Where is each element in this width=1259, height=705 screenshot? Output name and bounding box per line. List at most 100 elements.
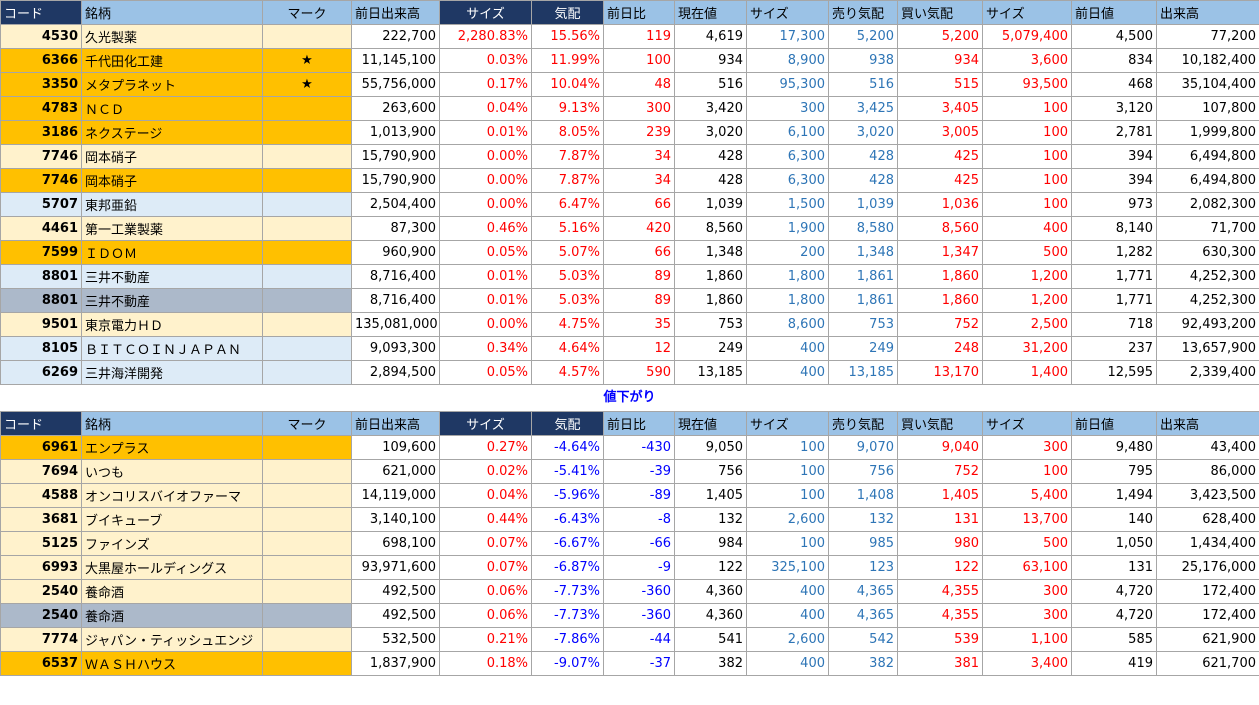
cell-prev-volume[interactable]: 2,894,500 bbox=[351, 360, 440, 385]
cell-kehai[interactable]: -7.73% bbox=[531, 579, 604, 604]
cell-price[interactable]: 3,420 bbox=[674, 96, 747, 121]
cell-prev-volume[interactable]: 3,140,100 bbox=[351, 507, 440, 532]
header-volume[interactable]: 出来高 bbox=[1156, 411, 1259, 436]
cell-size2[interactable]: 200 bbox=[746, 240, 829, 265]
cell-kehai[interactable]: 4.64% bbox=[531, 336, 604, 361]
cell-volume[interactable]: 630,300 bbox=[1156, 240, 1259, 265]
cell-bid[interactable]: 3,405 bbox=[897, 96, 983, 121]
cell-code[interactable]: 3681 bbox=[0, 507, 82, 532]
cell-bid[interactable]: 381 bbox=[897, 651, 983, 676]
cell-diff[interactable]: 119 bbox=[603, 24, 675, 49]
cell-volume[interactable]: 172,400 bbox=[1156, 603, 1259, 628]
cell-code[interactable]: 3186 bbox=[0, 120, 82, 145]
cell-bid[interactable]: 539 bbox=[897, 627, 983, 652]
cell-bid[interactable]: 4,355 bbox=[897, 603, 983, 628]
cell-ask[interactable]: 1,861 bbox=[828, 264, 898, 289]
header-price[interactable]: 現在値 bbox=[674, 0, 747, 25]
cell-size3[interactable]: 5,079,400 bbox=[982, 24, 1072, 49]
cell-price[interactable]: 1,348 bbox=[674, 240, 747, 265]
cell-bid[interactable]: 1,860 bbox=[897, 264, 983, 289]
cell-diff[interactable]: 66 bbox=[603, 240, 675, 265]
cell-kehai[interactable]: -7.73% bbox=[531, 603, 604, 628]
cell-bid[interactable]: 8,560 bbox=[897, 216, 983, 241]
cell-mark[interactable]: ★ bbox=[262, 48, 352, 73]
cell-name[interactable]: ＢＩＴＣＯＩＮＪＡＰＡＮ bbox=[81, 336, 263, 361]
table-row[interactable]: 2540 養命酒 492,500 0.06% -7.73% -360 4,360 400 4,3… bbox=[0, 579, 1259, 604]
cell-ask[interactable]: 1,039 bbox=[828, 192, 898, 217]
cell-bid[interactable]: 515 bbox=[897, 72, 983, 97]
cell-name[interactable]: 東京電力ＨＤ bbox=[81, 312, 263, 337]
header-prev[interactable]: 前日値 bbox=[1071, 411, 1157, 436]
cell-prev-volume[interactable]: 1,837,900 bbox=[351, 651, 440, 676]
cell-volume[interactable]: 1,999,800 bbox=[1156, 120, 1259, 145]
cell-price[interactable]: 753 bbox=[674, 312, 747, 337]
cell-prev[interactable]: 9,480 bbox=[1071, 435, 1157, 460]
cell-ask[interactable]: 428 bbox=[828, 144, 898, 169]
cell-price[interactable]: 1,860 bbox=[674, 288, 747, 313]
cell-price[interactable]: 984 bbox=[674, 531, 747, 556]
cell-ask[interactable]: 1,861 bbox=[828, 288, 898, 313]
cell-prev[interactable]: 394 bbox=[1071, 168, 1157, 193]
cell-size1[interactable]: 0.07% bbox=[439, 531, 532, 556]
cell-ask[interactable]: 985 bbox=[828, 531, 898, 556]
header-kehai[interactable]: 気配 bbox=[531, 411, 604, 436]
cell-kehai[interactable]: 5.16% bbox=[531, 216, 604, 241]
cell-diff[interactable]: -430 bbox=[603, 435, 675, 460]
cell-bid[interactable]: 1,405 bbox=[897, 483, 983, 508]
cell-prev[interactable]: 12,595 bbox=[1071, 360, 1157, 385]
cell-diff[interactable]: 420 bbox=[603, 216, 675, 241]
cell-volume[interactable]: 43,400 bbox=[1156, 435, 1259, 460]
cell-price[interactable]: 9,050 bbox=[674, 435, 747, 460]
header-prev[interactable]: 前日値 bbox=[1071, 0, 1157, 25]
table-row[interactable]: 8105 ＢＩＴＣＯＩＮＪＡＰＡＮ 9,093,300 0.34% 4.64% 12 249… bbox=[0, 336, 1259, 361]
cell-name[interactable]: ＮＣＤ bbox=[81, 96, 263, 121]
cell-prev[interactable]: 1,282 bbox=[1071, 240, 1157, 265]
cell-volume[interactable]: 621,700 bbox=[1156, 651, 1259, 676]
cell-kehai[interactable]: 7.87% bbox=[531, 168, 604, 193]
header-volume[interactable]: 出来高 bbox=[1156, 0, 1259, 25]
cell-size3[interactable]: 1,200 bbox=[982, 264, 1072, 289]
cell-prev[interactable]: 1,771 bbox=[1071, 288, 1157, 313]
cell-diff[interactable]: -360 bbox=[603, 603, 675, 628]
cell-code[interactable]: 3350 bbox=[0, 72, 82, 97]
cell-name[interactable]: オンコリスバイオファーマ bbox=[81, 483, 263, 508]
cell-prev-volume[interactable]: 532,500 bbox=[351, 627, 440, 652]
table-row[interactable]: 6269 三井海洋開発 2,894,500 0.05% 4.57% 590 13,185 40… bbox=[0, 360, 1259, 385]
cell-price[interactable]: 382 bbox=[674, 651, 747, 676]
cell-code[interactable]: 6993 bbox=[0, 555, 82, 580]
cell-code[interactable]: 4461 bbox=[0, 216, 82, 241]
cell-price[interactable]: 1,039 bbox=[674, 192, 747, 217]
cell-name[interactable]: ネクステージ bbox=[81, 120, 263, 145]
cell-diff[interactable]: 66 bbox=[603, 192, 675, 217]
cell-prev-volume[interactable]: 15,790,900 bbox=[351, 144, 440, 169]
header-prev-volume[interactable]: 前日出来高 bbox=[351, 0, 440, 25]
cell-name[interactable]: 岡本硝子 bbox=[81, 144, 263, 169]
cell-name[interactable]: ジャパン・ティッシュエンジ bbox=[81, 627, 263, 652]
cell-name[interactable]: 第一工業製薬 bbox=[81, 216, 263, 241]
cell-bid[interactable]: 1,036 bbox=[897, 192, 983, 217]
cell-name[interactable]: メタプラネット bbox=[81, 72, 263, 97]
cell-bid[interactable]: 1,860 bbox=[897, 288, 983, 313]
cell-code[interactable]: 9501 bbox=[0, 312, 82, 337]
cell-size3[interactable]: 100 bbox=[982, 120, 1072, 145]
header-size3[interactable]: サイズ bbox=[982, 411, 1072, 436]
cell-mark[interactable] bbox=[262, 216, 352, 241]
cell-prev-volume[interactable]: 1,013,900 bbox=[351, 120, 440, 145]
cell-volume[interactable]: 4,252,300 bbox=[1156, 288, 1259, 313]
cell-prev[interactable]: 468 bbox=[1071, 72, 1157, 97]
header-mark[interactable]: マーク bbox=[262, 0, 352, 25]
cell-ask[interactable]: 3,425 bbox=[828, 96, 898, 121]
cell-size1[interactable]: 0.02% bbox=[439, 459, 532, 484]
cell-code[interactable]: 6269 bbox=[0, 360, 82, 385]
cell-price[interactable]: 13,185 bbox=[674, 360, 747, 385]
cell-price[interactable]: 249 bbox=[674, 336, 747, 361]
cell-size2[interactable]: 300 bbox=[746, 96, 829, 121]
cell-ask[interactable]: 3,020 bbox=[828, 120, 898, 145]
cell-size2[interactable]: 95,300 bbox=[746, 72, 829, 97]
cell-prev-volume[interactable]: 14,119,000 bbox=[351, 483, 440, 508]
cell-kehai[interactable]: 9.13% bbox=[531, 96, 604, 121]
cell-prev-volume[interactable]: 11,145,100 bbox=[351, 48, 440, 73]
cell-mark[interactable] bbox=[262, 240, 352, 265]
cell-kehai[interactable]: 8.05% bbox=[531, 120, 604, 145]
cell-prev-volume[interactable]: 621,000 bbox=[351, 459, 440, 484]
